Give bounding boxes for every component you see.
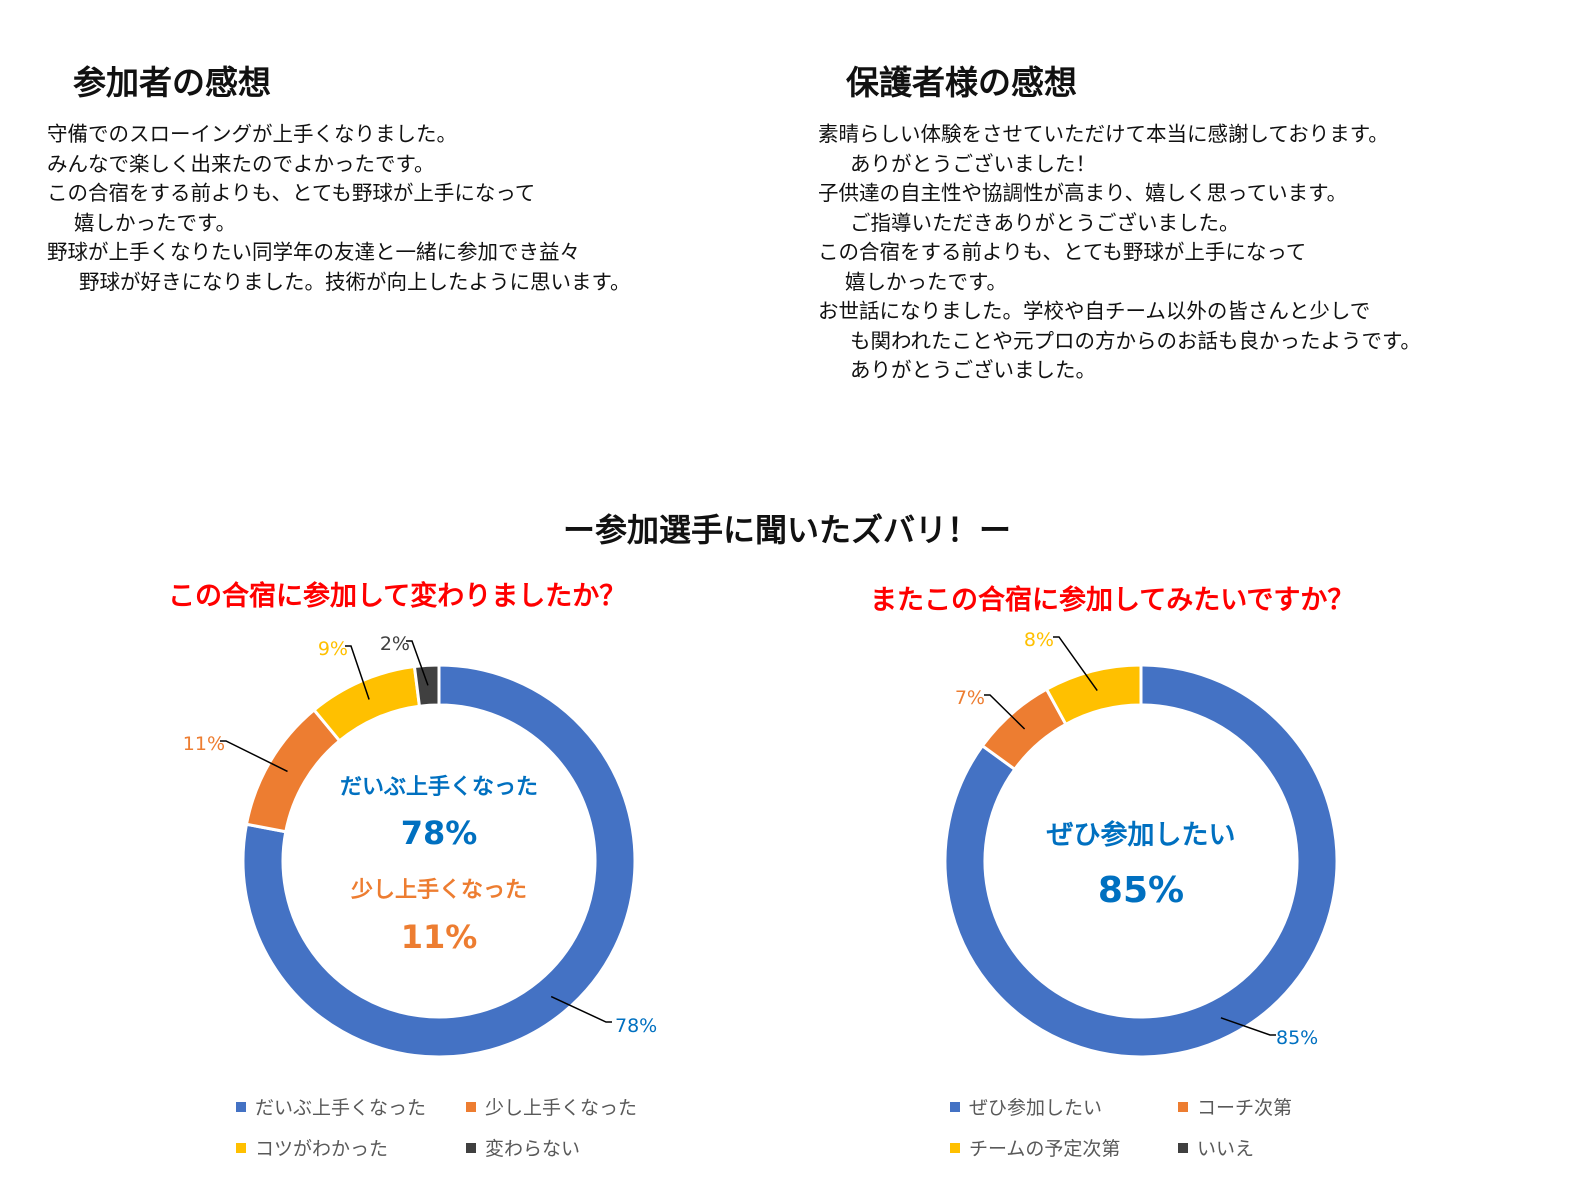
legend-swatch xyxy=(1178,1142,1188,1153)
comment-line: ありがとうございました！ xyxy=(850,151,1096,176)
survey-title: ー参加選手に聞いたズバリ！ー xyxy=(562,511,1011,549)
legend-label: ぜひ参加したい xyxy=(969,1097,1103,1119)
comment-line: お世話になりました。学校や自チーム以外の皆さんと少しで xyxy=(818,299,1371,323)
legend-label: コツがわかった xyxy=(255,1138,389,1160)
legend-swatch xyxy=(236,1101,246,1112)
legend-item: いいえ xyxy=(1178,1134,1378,1161)
comment-line: も関われたことや元プロの方からのお話も良かったようです。 xyxy=(850,328,1421,353)
center-value: 78% xyxy=(401,814,478,852)
center-value: 85% xyxy=(1098,870,1184,911)
comment-line: 素晴らしい体験をさせていただけて本当に感謝しております。 xyxy=(818,122,1389,146)
comment-line: ご指導いただきありがとうございました。 xyxy=(850,210,1240,235)
data-label: 85% xyxy=(1276,1027,1318,1049)
center-label: 少し上手くなった xyxy=(350,878,527,903)
leader-line xyxy=(220,740,288,773)
legend-item: コーチ次第 xyxy=(1178,1093,1378,1120)
guardians-heading: 保護者様の感想 xyxy=(846,63,1077,102)
legend-label: だいぶ上手くなった xyxy=(255,1097,427,1119)
participants-heading: 参加者の感想 xyxy=(73,63,271,102)
legend-swatch xyxy=(466,1101,476,1112)
chart1-question: この合宿に参加して変わりましたか？ xyxy=(168,581,627,612)
leader-line xyxy=(1053,636,1098,691)
legend-item: チームの予定次第 xyxy=(950,1134,1178,1161)
legend-swatch xyxy=(950,1101,960,1112)
leader-line xyxy=(406,640,429,686)
donut-slice xyxy=(241,663,637,1059)
comment-line: この合宿をする前よりも、とても野球が上手になって xyxy=(47,181,536,205)
donut-slice xyxy=(412,663,441,708)
chart2-legend: ぜひ参加したい コーチ次第 チームの予定次第 いいえ xyxy=(950,1093,1378,1161)
leader-line xyxy=(1220,1017,1276,1036)
legend-item: 少し上手くなった xyxy=(466,1093,696,1120)
comment-line: 野球が好きになりました。技術が向上したように思います。 xyxy=(79,269,631,294)
legend-swatch xyxy=(1178,1101,1188,1112)
guardians-comments: 素晴らしい体験をさせていただけて本当に感謝しております。 ありがとうございました… xyxy=(818,120,1421,386)
participants-comments: 守備でのスローイングが上手くなりました。 みんなで楽しく出来たのでよかったです。… xyxy=(47,120,630,297)
donut-slice xyxy=(943,663,1339,1059)
legend-item: 変わらない xyxy=(466,1134,696,1161)
comment-line: 野球が上手くなりたい同学年の友達と一緒に参加でき益々 xyxy=(47,240,580,264)
legend-swatch xyxy=(950,1142,960,1153)
comment-line: 守備でのスローイングが上手くなりました。 xyxy=(47,122,457,146)
center-label: だいぶ上手くなった xyxy=(340,775,538,800)
data-label: 78% xyxy=(615,1015,657,1037)
data-label: 8% xyxy=(1024,629,1054,651)
comment-line: 嬉しかったです。 xyxy=(74,210,236,235)
center-value: 11% xyxy=(401,918,478,956)
chart2-question: またこの合宿に参加してみたいですか？ xyxy=(870,585,1355,616)
chart1-legend: だいぶ上手くなった 少し上手くなった コツがわかった 変わらない xyxy=(236,1093,696,1161)
leader-line xyxy=(984,694,1026,730)
leader-line xyxy=(345,645,370,700)
legend-swatch xyxy=(466,1142,476,1153)
comment-line: 子供達の自主性や協調性が高まり、嬉しく思っています。 xyxy=(818,181,1348,205)
legend-label: コーチ次第 xyxy=(1197,1097,1293,1119)
legend-item: ぜひ参加したい xyxy=(950,1093,1178,1120)
legend-label: 変わらない xyxy=(485,1138,581,1160)
data-label: 7% xyxy=(955,687,985,709)
legend-item: コツがわかった xyxy=(236,1134,466,1161)
legend-label: いいえ xyxy=(1197,1138,1255,1160)
comment-line: 嬉しかったです。 xyxy=(845,269,1007,294)
comment-line: みんなで楽しく出来たのでよかったです。 xyxy=(47,151,435,176)
comment-line: ありがとうございました。 xyxy=(850,358,1096,382)
data-label: 2% xyxy=(380,633,410,655)
leader-line xyxy=(550,995,612,1023)
data-label: 11% xyxy=(183,733,225,755)
donut-slice xyxy=(1044,663,1143,727)
legend-swatch xyxy=(236,1142,246,1153)
legend-label: 少し上手くなった xyxy=(485,1097,638,1119)
legend-item: だいぶ上手くなった xyxy=(236,1093,466,1120)
data-label: 9% xyxy=(318,638,348,660)
center-label: ぜひ参加したい xyxy=(1047,819,1236,851)
comment-line: この合宿をする前よりも、とても野球が上手になって xyxy=(818,240,1307,264)
legend-label: チームの予定次第 xyxy=(969,1138,1121,1160)
